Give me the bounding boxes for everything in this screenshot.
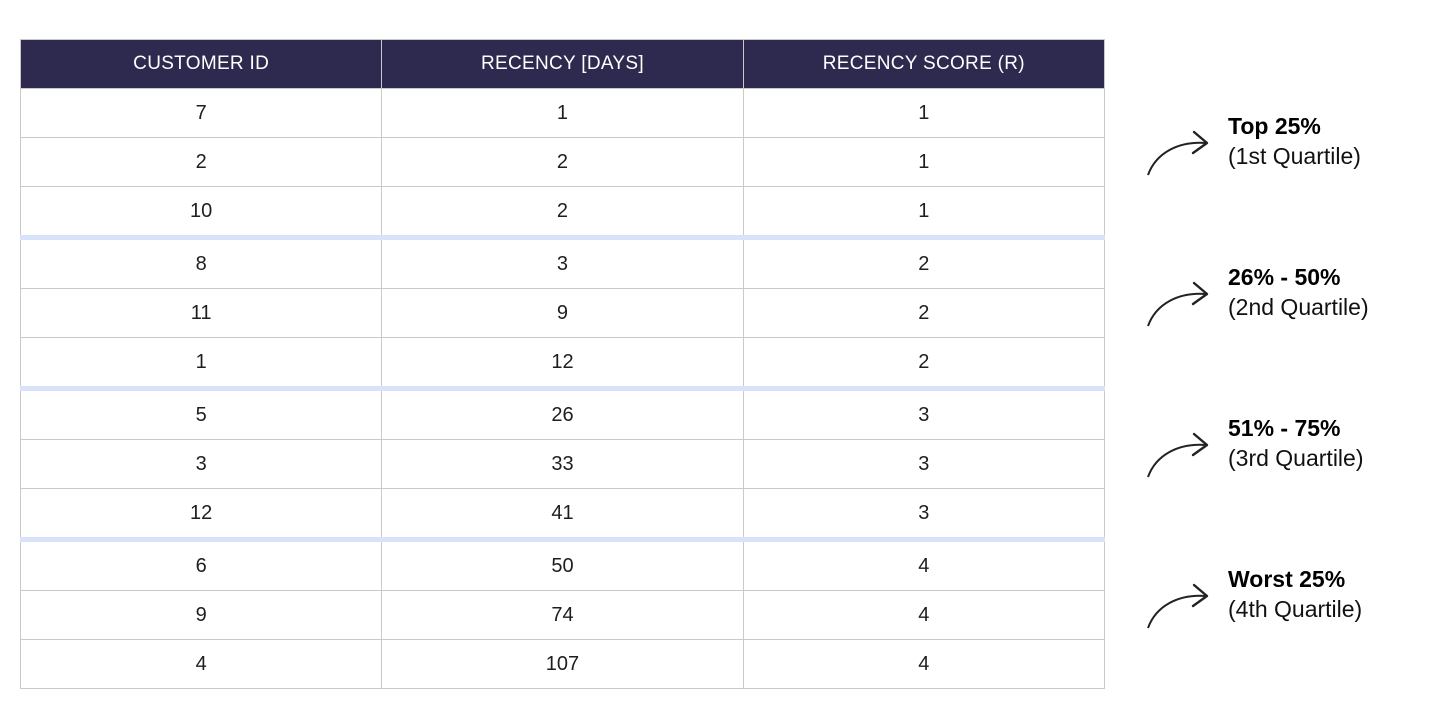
cell-customer-id: 2 bbox=[19, 137, 383, 187]
cell-customer-id: 10 bbox=[19, 186, 383, 238]
cell-customer-id: 12 bbox=[19, 488, 383, 540]
recency-score-table: CUSTOMER ID RECENCY [DAYS] RECENCY SCORE… bbox=[19, 39, 1106, 689]
cell-customer-id: 8 bbox=[19, 235, 383, 289]
cell-recency-score: 3 bbox=[742, 488, 1106, 540]
cell-recency-score: 4 bbox=[742, 537, 1106, 591]
quartile-annotation-3: 51% - 75% (3rd Quartile) bbox=[1144, 415, 1434, 485]
cell-recency-days: 1 bbox=[381, 88, 744, 138]
cell-recency-days: 107 bbox=[381, 639, 744, 689]
table-row: 5 26 3 bbox=[19, 386, 1106, 440]
cell-customer-id: 5 bbox=[19, 386, 383, 440]
curved-arrow-icon bbox=[1147, 583, 1209, 629]
cell-recency-score: 4 bbox=[742, 590, 1106, 640]
table-row: 10 2 1 bbox=[19, 186, 1106, 238]
annotation-subtitle: (2nd Quartile) bbox=[1228, 294, 1369, 320]
column-header-customer-id: CUSTOMER ID bbox=[19, 39, 383, 89]
cell-customer-id: 1 bbox=[19, 337, 383, 389]
cell-recency-score: 2 bbox=[742, 337, 1106, 389]
table-row: 9 74 4 bbox=[19, 590, 1106, 640]
curved-arrow-icon bbox=[1147, 130, 1209, 176]
cell-customer-id: 7 bbox=[19, 88, 383, 138]
cell-recency-days: 9 bbox=[381, 288, 744, 338]
column-header-recency-score: RECENCY SCORE (R) bbox=[742, 39, 1106, 89]
cell-recency-days: 3 bbox=[381, 235, 744, 289]
cell-recency-score: 2 bbox=[742, 235, 1106, 289]
cell-recency-score: 3 bbox=[742, 386, 1106, 440]
cell-recency-score: 1 bbox=[742, 137, 1106, 187]
curved-arrow-icon bbox=[1147, 281, 1209, 327]
table-row: 1 12 2 bbox=[19, 337, 1106, 389]
table-row: 12 41 3 bbox=[19, 488, 1106, 540]
quartile-annotation-1: Top 25% (1st Quartile) bbox=[1144, 113, 1434, 183]
table-row: 4 107 4 bbox=[19, 639, 1106, 689]
cell-customer-id: 6 bbox=[19, 537, 383, 591]
quartile-annotation-4: Worst 25% (4th Quartile) bbox=[1144, 566, 1434, 636]
cell-recency-score: 1 bbox=[742, 186, 1106, 238]
cell-recency-days: 2 bbox=[381, 186, 744, 238]
cell-recency-score: 1 bbox=[742, 88, 1106, 138]
table-row: 7 1 1 bbox=[19, 88, 1106, 138]
cell-recency-days: 12 bbox=[381, 337, 744, 389]
cell-customer-id: 9 bbox=[19, 590, 383, 640]
table-row: 6 50 4 bbox=[19, 537, 1106, 591]
annotation-subtitle: (4th Quartile) bbox=[1228, 596, 1363, 622]
cell-recency-days: 74 bbox=[381, 590, 744, 640]
cell-recency-days: 26 bbox=[381, 386, 744, 440]
cell-recency-days: 2 bbox=[381, 137, 744, 187]
annotation-title: 51% - 75% bbox=[1228, 415, 1341, 441]
annotation-title: Worst 25% bbox=[1228, 566, 1346, 592]
quartile-annotation-2: 26% - 50% (2nd Quartile) bbox=[1144, 264, 1434, 334]
annotation-title: Top 25% bbox=[1228, 113, 1321, 139]
annotation-subtitle: (3rd Quartile) bbox=[1228, 445, 1364, 471]
cell-customer-id: 11 bbox=[19, 288, 383, 338]
cell-recency-score: 2 bbox=[742, 288, 1106, 338]
table-row: 8 3 2 bbox=[19, 235, 1106, 289]
cell-customer-id: 3 bbox=[19, 439, 383, 489]
table-row: 3 33 3 bbox=[19, 439, 1106, 489]
cell-recency-days: 50 bbox=[381, 537, 744, 591]
cell-customer-id: 4 bbox=[19, 639, 383, 689]
cell-recency-score: 4 bbox=[742, 639, 1106, 689]
column-header-recency-days: RECENCY [DAYS] bbox=[381, 39, 744, 89]
table-header-row: CUSTOMER ID RECENCY [DAYS] RECENCY SCORE… bbox=[19, 39, 1106, 89]
table-row: 2 2 1 bbox=[19, 137, 1106, 187]
curved-arrow-icon bbox=[1147, 432, 1209, 478]
cell-recency-score: 3 bbox=[742, 439, 1106, 489]
table-row: 11 9 2 bbox=[19, 288, 1106, 338]
cell-recency-days: 41 bbox=[381, 488, 744, 540]
cell-recency-days: 33 bbox=[381, 439, 744, 489]
annotation-title: 26% - 50% bbox=[1228, 264, 1341, 290]
annotation-subtitle: (1st Quartile) bbox=[1228, 143, 1361, 169]
